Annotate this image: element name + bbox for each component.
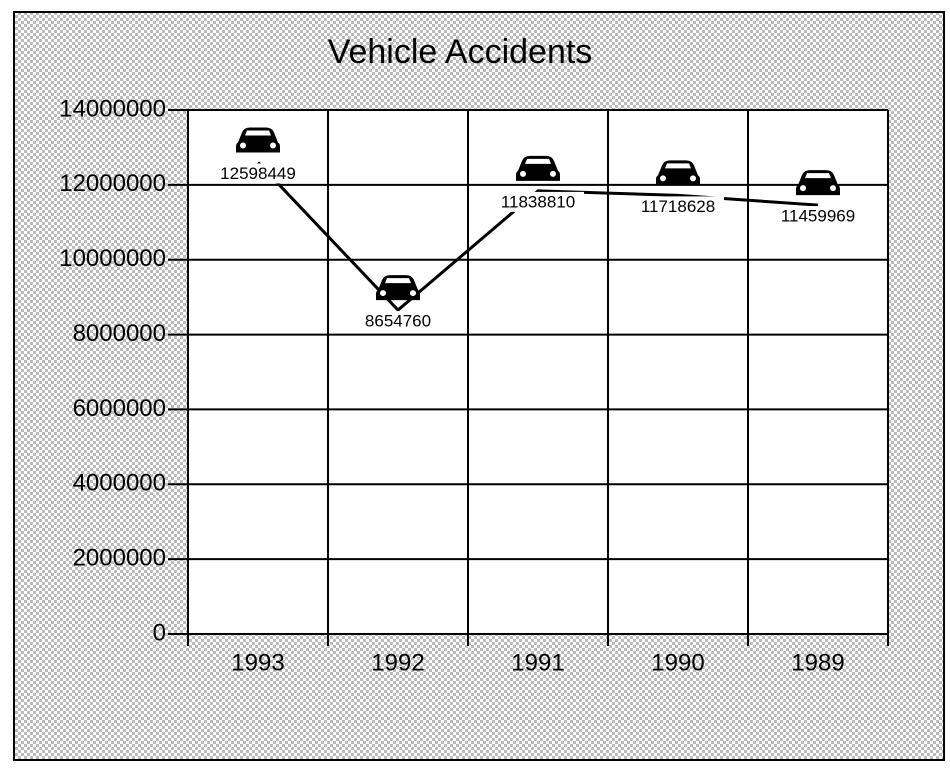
- y-tick-label: 4000000: [73, 470, 166, 497]
- car-window: [805, 173, 831, 179]
- x-tick-label: 1991: [511, 649, 564, 676]
- car-light: [800, 185, 806, 192]
- car-light: [270, 142, 276, 149]
- label-bg: [492, 191, 584, 212]
- car-light: [660, 175, 666, 182]
- plot-area: [188, 110, 888, 634]
- car-light: [240, 142, 246, 149]
- chart-title: Vehicle Accidents: [328, 33, 593, 71]
- car-marker: [516, 155, 560, 181]
- y-tick-label: 12000000: [59, 170, 166, 197]
- label-bg: [212, 163, 304, 184]
- car-window: [665, 163, 691, 169]
- car-marker: [236, 127, 280, 153]
- car-marker: [376, 275, 420, 301]
- y-tick-label: 6000000: [73, 395, 166, 422]
- y-tick-label: 2000000: [73, 544, 166, 571]
- x-tick-label: 1989: [791, 649, 844, 676]
- x-tick-label: 1990: [651, 649, 704, 676]
- label-bg: [772, 206, 864, 227]
- car-light: [520, 170, 526, 177]
- y-tick-label: 10000000: [59, 245, 166, 272]
- car-light: [380, 290, 386, 297]
- car-window: [525, 158, 551, 164]
- data-label: 11838810: [501, 192, 575, 211]
- car-marker: [656, 160, 700, 186]
- car-light: [410, 290, 416, 297]
- y-tick-label: 14000000: [59, 95, 166, 122]
- chart-body: 0 2000000 4000000 6000000 8000000 10000000 120…: [59, 95, 889, 676]
- label-bg: [352, 311, 444, 332]
- car-light: [690, 175, 696, 182]
- y-tick-label: 8000000: [73, 320, 166, 347]
- data-label: 11459969: [781, 207, 855, 226]
- data-label: 11718628: [641, 197, 715, 216]
- x-tick-label: 1992: [371, 649, 424, 676]
- car-light: [550, 170, 556, 177]
- car-window: [385, 278, 411, 284]
- car-window: [245, 130, 271, 136]
- data-label: 8654760: [365, 312, 431, 331]
- x-tick-label: 1993: [231, 649, 284, 676]
- car-light: [830, 185, 836, 192]
- line: [256, 161, 819, 313]
- car-marker: [796, 170, 840, 196]
- y-tick-label: 0: [153, 619, 166, 646]
- data-label: 12598449: [220, 164, 296, 183]
- label-bg: [632, 196, 724, 217]
